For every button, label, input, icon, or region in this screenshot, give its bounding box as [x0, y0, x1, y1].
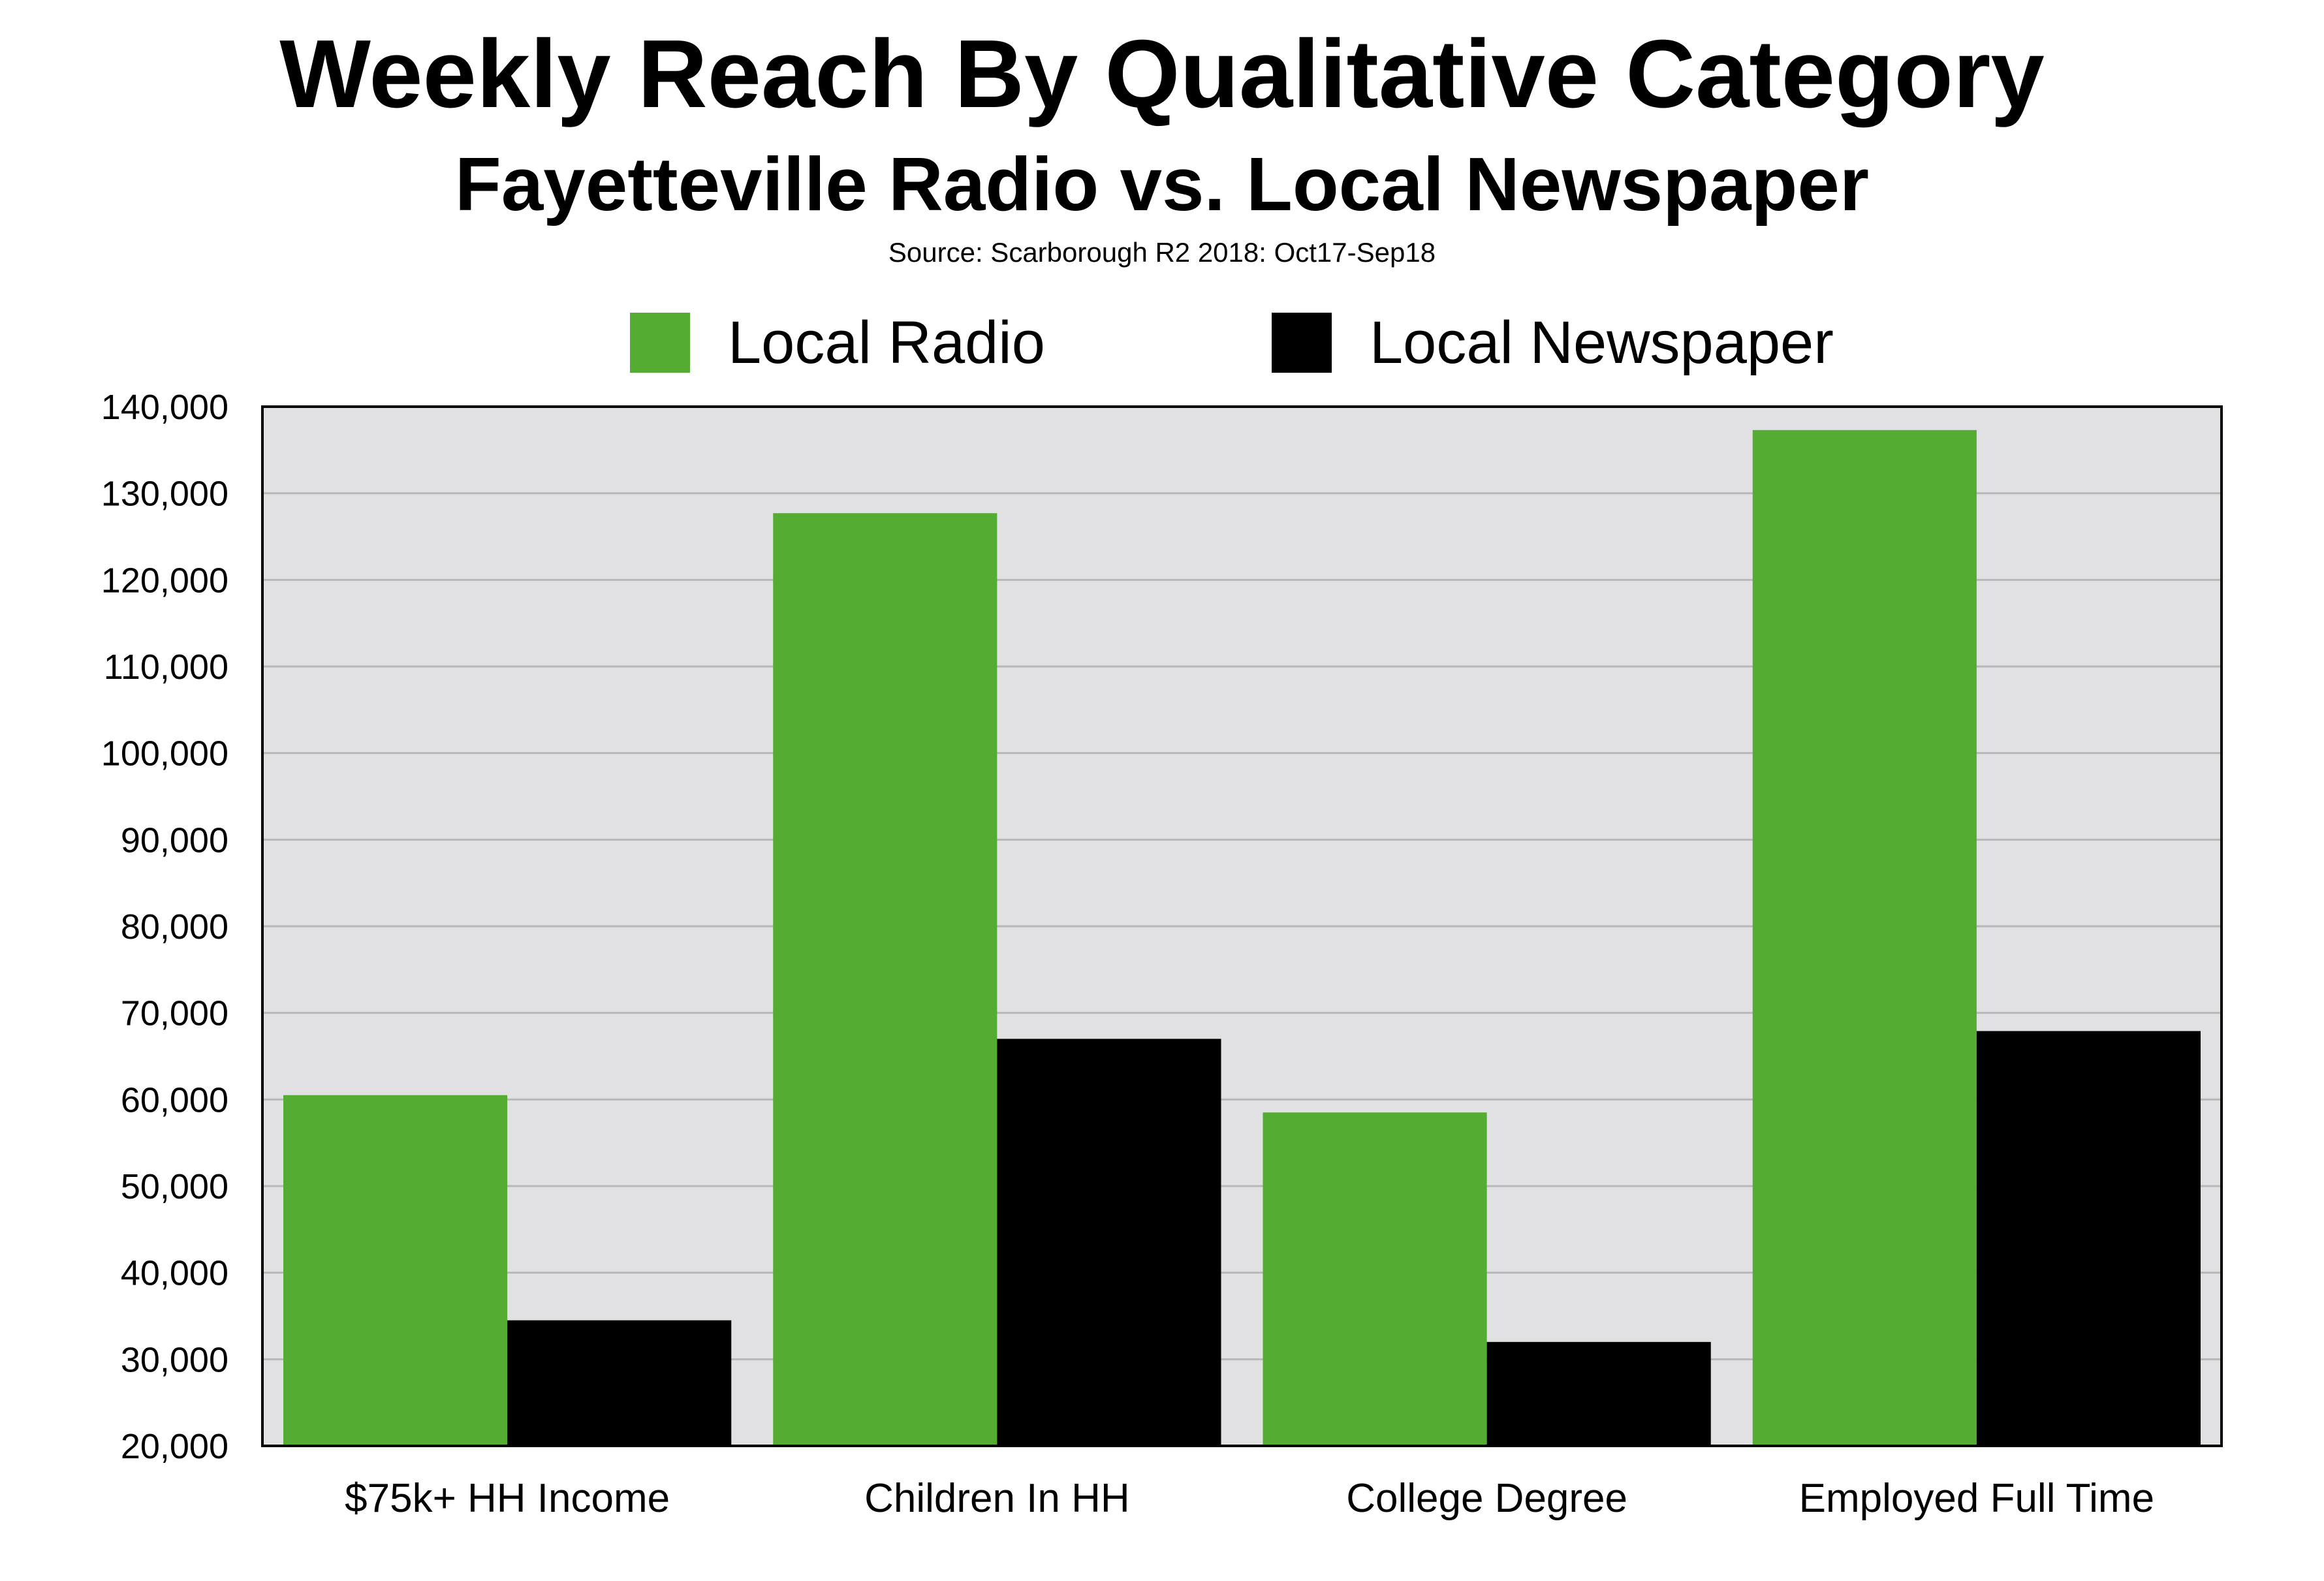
legend-swatch-local-radio: [630, 313, 690, 373]
bar-local-radio-employed-full-time: [1752, 430, 1977, 1446]
legend-label-local-radio: Local Radio: [728, 309, 1045, 376]
x-tick-label: College Degree: [1346, 1476, 1627, 1521]
x-axis: $75k+ HH Income Children In HH College Deg…: [345, 1476, 2154, 1521]
y-tick-label: 70,000: [121, 994, 228, 1033]
x-tick-label: Employed Full Time: [1799, 1476, 2154, 1521]
y-tick-label: 80,000: [121, 907, 228, 947]
legend-item-local-newspaper: Local Newspaper: [1272, 307, 1834, 379]
plot-frame: [261, 405, 2223, 1447]
legend-swatch-local-newspaper: [1272, 313, 1332, 373]
y-tick-label: 120,000: [101, 561, 228, 600]
chart-title: Weekly Reach By Qualitative Category: [279, 20, 2045, 128]
bar-local-radio-college-degree: [1263, 1112, 1487, 1446]
bar-local-newspaper-employed-full-time: [1976, 1031, 2201, 1446]
y-tick-label: 130,000: [101, 475, 228, 514]
bar-local-radio-75k-hh-income: [283, 1095, 508, 1446]
chart-subtitle: Fayetteville Radio vs. Local Newspaper: [454, 142, 1870, 227]
y-tick-label: 140,000: [101, 388, 228, 427]
bar-local-newspaper-college-degree: [1486, 1341, 1711, 1446]
bar-local-radio-children-in-hh: [773, 513, 997, 1447]
bar-local-newspaper-75k-hh-income: [507, 1320, 732, 1446]
y-tick-label: 50,000: [121, 1167, 228, 1206]
x-tick-label: Children In HH: [864, 1476, 1130, 1521]
bars: [283, 430, 2201, 1447]
y-tick-label: 30,000: [121, 1340, 228, 1379]
y-axis: 20,000 30,000 40,000 50,000 60,000 70,000 80,0…: [101, 388, 228, 1466]
legend-item-local-radio: Local Radio: [630, 307, 1045, 379]
y-tick-label: 20,000: [121, 1427, 228, 1466]
y-tick-label: 60,000: [121, 1080, 228, 1119]
chart-source-note: Source: Scarborough R2 2018: Oct17-Sep18: [888, 237, 1436, 268]
y-tick-label: 90,000: [121, 821, 228, 860]
chart-legend: Local Radio Local Newspaper: [0, 307, 2324, 379]
y-tick-label: 40,000: [121, 1254, 228, 1293]
y-tick-label: 100,000: [101, 734, 228, 774]
x-tick-label: $75k+ HH Income: [345, 1476, 670, 1521]
bar-local-newspaper-children-in-hh: [997, 1039, 1221, 1446]
y-tick-label: 110,000: [104, 648, 228, 687]
legend-label-local-newspaper: Local Newspaper: [1370, 309, 1834, 376]
